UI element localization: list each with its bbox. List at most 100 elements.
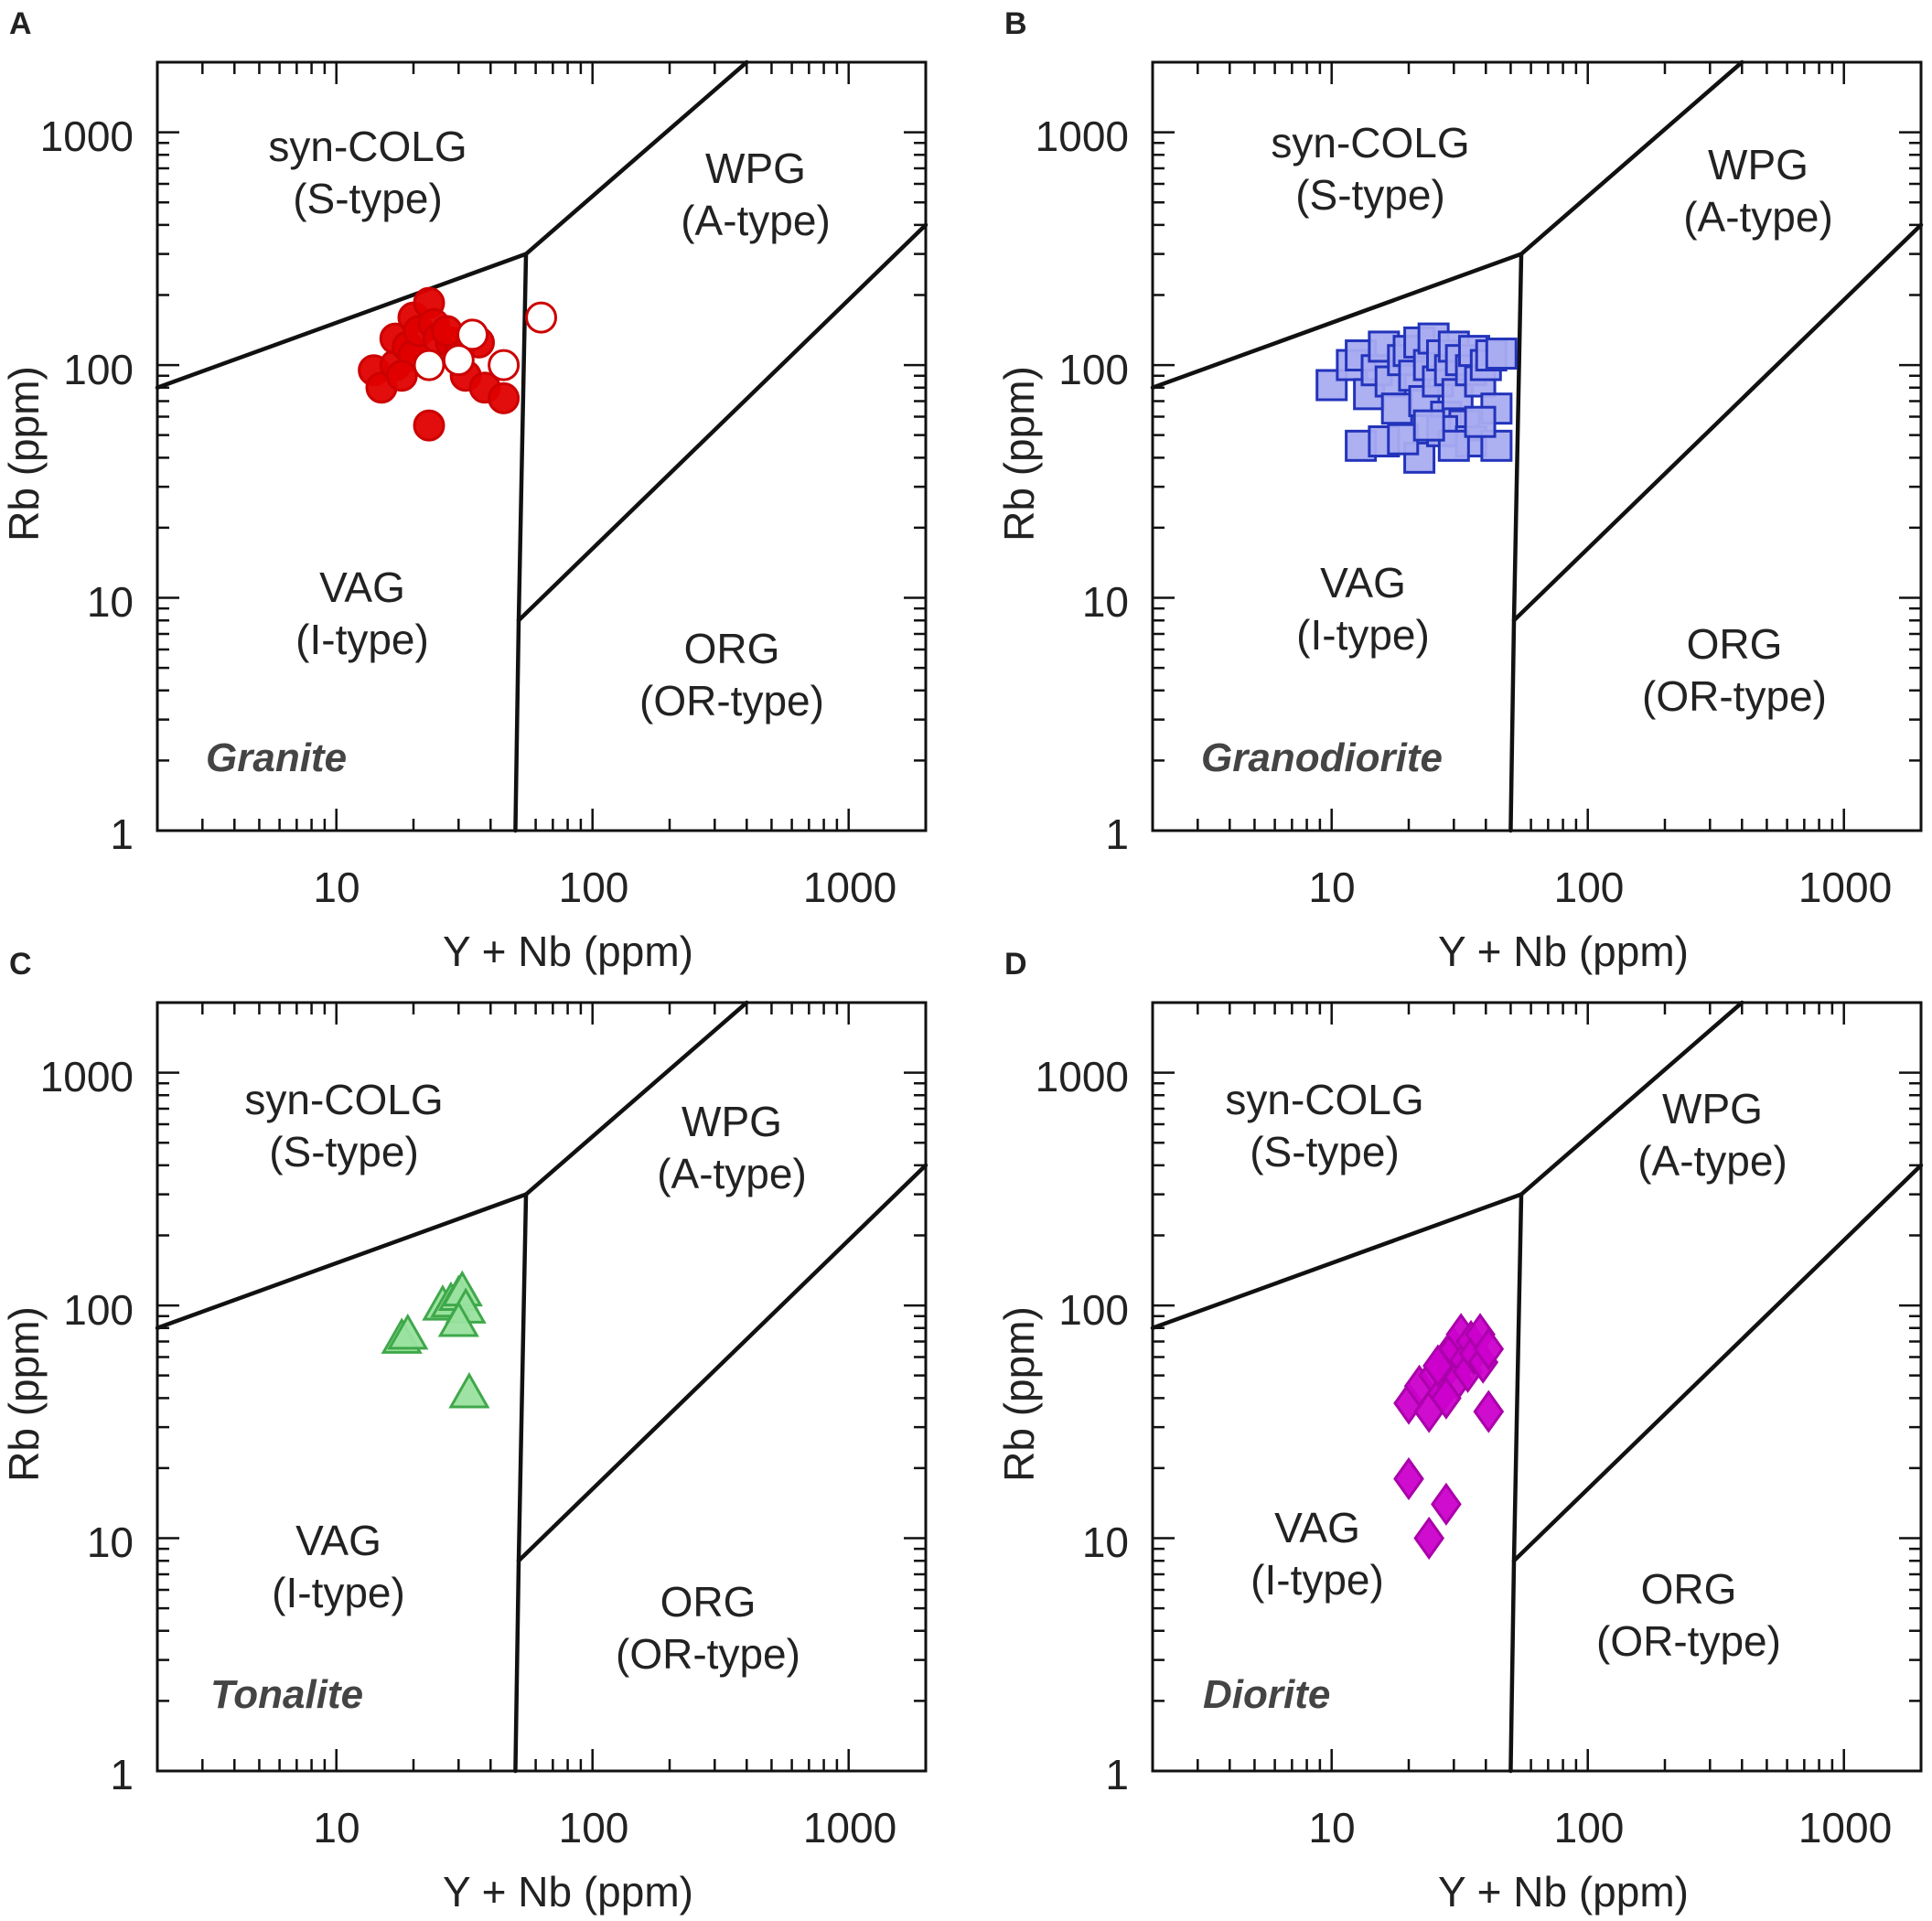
region-type-a: (A-type) — [681, 197, 831, 244]
y-tick-label-1: 1 — [110, 1751, 134, 1798]
panel-letter-c: C — [9, 947, 32, 982]
region-label-syn-colg: syn-COLG — [244, 1076, 443, 1123]
region-label-syn-colg: syn-COLG — [1271, 119, 1469, 166]
x-tick-label-1000: 1000 — [1798, 864, 1892, 911]
data-point — [413, 349, 445, 381]
y-tick-label-10: 10 — [1082, 578, 1129, 626]
boundary-line-5 — [513, 1558, 521, 1774]
region-label-wpg: WPG — [682, 1098, 782, 1145]
y-axis-title: Rb (ppm) — [0, 1306, 48, 1482]
rock-type-label: Granodiorite — [1201, 735, 1443, 780]
y-tick-label-1000: 1000 — [40, 1053, 134, 1100]
data-point — [1422, 1344, 1454, 1388]
x-tick-label-1000: 1000 — [1798, 1804, 1892, 1851]
data-point — [488, 381, 521, 414]
region-type-a: (A-type) — [1637, 1137, 1787, 1185]
data-points — [381, 1270, 490, 1409]
data-points — [1393, 1313, 1505, 1561]
boundary-line-3 — [1511, 1192, 1524, 1563]
plot-frame — [156, 1001, 928, 1773]
x-axis-title: Y + Nb (ppm) — [1438, 928, 1689, 975]
plot-border — [156, 60, 928, 832]
y-tick-label-100: 100 — [1058, 346, 1129, 393]
region-label-org: ORG — [1641, 1565, 1737, 1613]
data-point — [1380, 392, 1413, 425]
data-point — [1393, 1456, 1424, 1501]
boundary-line-4 — [516, 222, 928, 623]
boundary-line-4 — [516, 1163, 928, 1563]
plot-frame — [1151, 60, 1923, 832]
region-label-vag: VAG — [295, 1517, 381, 1564]
boundary-line-3 — [516, 1192, 529, 1563]
rock-type-label: Diorite — [1203, 1672, 1330, 1717]
data-point — [1464, 405, 1497, 438]
region-type-a: (A-type) — [1683, 193, 1833, 241]
x-axis-title: Y + Nb (ppm) — [1438, 1868, 1689, 1916]
boundary-line-3 — [1511, 252, 1524, 623]
region-type-s: (S-type) — [1295, 171, 1445, 219]
data-point — [1413, 1516, 1445, 1561]
discrimination-boundaries — [1150, 59, 1924, 833]
data-point — [437, 1301, 479, 1337]
x-tick-label-1000: 1000 — [803, 864, 896, 911]
x-axis-title: Y + Nb (ppm) — [443, 928, 693, 975]
y-tick-label-100: 100 — [63, 1286, 134, 1334]
region-type-i: (I-type) — [295, 616, 429, 663]
panel-b: B 10 100 1000 1 10 100 1000 Y + Nb (ppm)… — [995, 6, 1924, 975]
panel-letter-a: A — [9, 6, 32, 41]
panel-c: C 10 100 1000 1 10 100 1000 Y + Nb (ppm)… — [0, 947, 928, 1916]
plot-frame — [156, 60, 928, 832]
rock-type-label: Tonalite — [210, 1672, 363, 1717]
x-tick-label-100: 100 — [1554, 864, 1625, 911]
region-type-or: (OR-type) — [1642, 672, 1827, 720]
panel-a: A 10 100 1000 1 10 100 1000 Y + Nb (ppm)… — [0, 6, 928, 975]
x-tick-label-100: 100 — [559, 864, 629, 911]
y-tick-label-1000: 1000 — [40, 113, 134, 160]
x-tick-label-100: 100 — [1554, 1804, 1625, 1851]
boundary-line-2 — [1519, 59, 1744, 256]
panel-letter-d: D — [1004, 947, 1027, 982]
region-type-s: (S-type) — [1250, 1128, 1400, 1175]
region-type-i: (I-type) — [272, 1569, 405, 1616]
region-label-wpg: WPG — [1708, 141, 1809, 188]
data-point — [1485, 338, 1518, 370]
data-point — [1473, 1390, 1505, 1433]
plot-border — [156, 1001, 928, 1773]
y-tick-label-1: 1 — [110, 810, 134, 858]
region-type-or: (OR-type) — [639, 677, 824, 724]
region-label-vag: VAG — [319, 563, 405, 611]
boundary-line-1 — [155, 1192, 529, 1330]
region-label-wpg: WPG — [705, 145, 806, 192]
rock-type-label: Granite — [206, 735, 347, 780]
plot-border — [1151, 1001, 1923, 1773]
region-type-s: (S-type) — [293, 175, 443, 222]
x-tick-label-10: 10 — [313, 864, 360, 911]
x-tick-label-1000: 1000 — [803, 1804, 896, 1851]
plot-border — [1151, 60, 1923, 832]
y-tick-label-1: 1 — [1105, 1751, 1129, 1798]
boundary-line-2 — [1519, 1000, 1744, 1197]
y-tick-label-1000: 1000 — [1036, 1053, 1129, 1100]
region-label-syn-colg: syn-COLG — [1225, 1076, 1423, 1123]
region-type-s: (S-type) — [269, 1128, 419, 1175]
data-point — [387, 1313, 429, 1350]
x-tick-label-10: 10 — [313, 1804, 360, 1851]
data-point — [488, 349, 521, 381]
boundary-line-4 — [1511, 222, 1924, 623]
boundary-line-2 — [523, 59, 749, 256]
y-axis-title: Rb (ppm) — [995, 366, 1043, 542]
y-tick-label-100: 100 — [1058, 1286, 1129, 1334]
boundary-line-5 — [1508, 617, 1517, 833]
panel-letter-b: B — [1004, 6, 1027, 41]
region-type-i: (I-type) — [1296, 611, 1430, 659]
data-points — [358, 286, 558, 442]
region-type-a: (A-type) — [657, 1150, 807, 1197]
panel-d: D 10 100 1000 1 10 100 1000 Y + Nb (ppm)… — [995, 947, 1924, 1916]
region-label-wpg: WPG — [1662, 1085, 1763, 1132]
boundary-line-1 — [155, 252, 529, 390]
x-tick-label-100: 100 — [559, 1804, 629, 1851]
data-point — [1431, 1482, 1462, 1526]
boundary-line-3 — [516, 252, 529, 623]
data-point — [1431, 1376, 1462, 1420]
